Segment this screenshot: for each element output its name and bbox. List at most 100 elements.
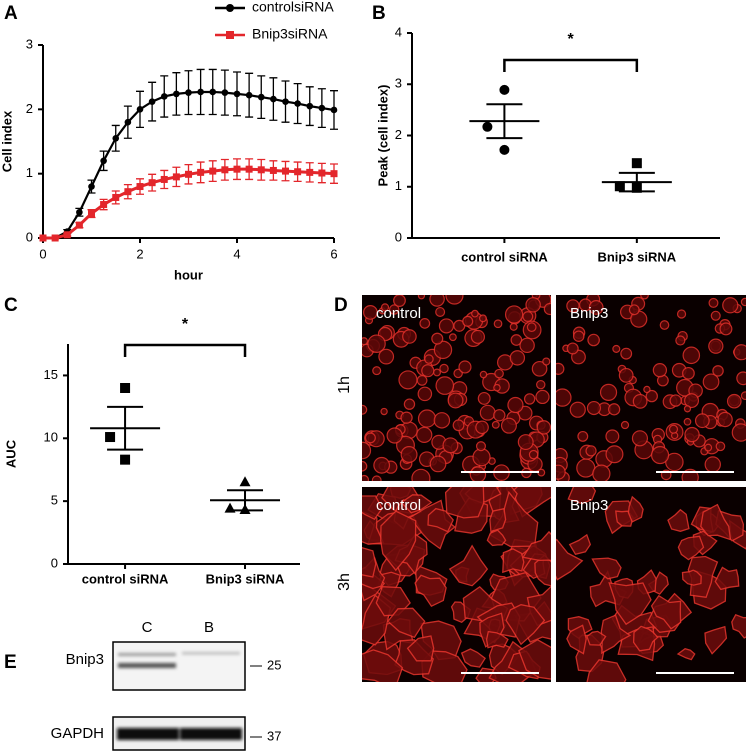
legend-marker: [226, 31, 234, 39]
cell: [586, 630, 607, 646]
cell: [556, 464, 566, 480]
cell: [362, 546, 377, 578]
cell: [367, 334, 386, 353]
cell: [631, 430, 649, 447]
marker: [318, 169, 326, 177]
cell: [643, 385, 651, 394]
cell: [556, 388, 572, 407]
cell: [675, 335, 686, 346]
cell: [587, 333, 600, 347]
band: [180, 728, 242, 740]
y-tick-label: 2: [26, 101, 33, 116]
cell: [535, 389, 550, 405]
band: [182, 652, 240, 655]
marker: [282, 167, 289, 175]
cell: [460, 648, 486, 668]
cell: [433, 368, 441, 377]
cell: [704, 443, 713, 452]
cell: [669, 394, 682, 407]
cell: [684, 426, 700, 443]
cell: [650, 445, 670, 465]
cell: [556, 538, 584, 581]
cell: [505, 604, 546, 646]
cell: [683, 417, 692, 426]
cell: [592, 464, 611, 481]
y-tick-label: 5: [51, 493, 58, 508]
cell: [438, 318, 454, 334]
x-tick-label: 0: [39, 246, 46, 261]
y-tick-label: 0: [51, 555, 58, 570]
cell: [731, 613, 746, 639]
cell: [694, 413, 710, 429]
cell: [640, 295, 649, 300]
y-tick-label: 10: [44, 430, 58, 445]
cell: [429, 295, 445, 307]
cell: [493, 383, 501, 392]
band: [118, 653, 176, 656]
cell: [427, 507, 454, 533]
cell: [486, 529, 507, 547]
marker: [239, 503, 251, 514]
cell: [577, 430, 589, 442]
cell: [632, 625, 659, 652]
y-tick-label: 1: [26, 165, 33, 180]
marker: [257, 93, 265, 101]
band: [117, 728, 179, 740]
row-label: 1h: [336, 376, 353, 394]
legend-marker: [226, 4, 234, 12]
cell: [417, 409, 437, 428]
marker: [282, 98, 289, 105]
lane-label: C: [142, 619, 153, 636]
cell: [569, 401, 586, 418]
cell: [712, 365, 724, 377]
marker: [306, 168, 314, 176]
category-label: Bnip3 siRNA: [206, 571, 285, 586]
y-tick-label: 0: [26, 229, 33, 244]
marker: [173, 90, 180, 98]
cell: [668, 424, 679, 434]
micrograph: control: [362, 295, 551, 481]
x-axis-label: hour: [174, 267, 203, 282]
cell: [387, 607, 426, 639]
cell: [398, 370, 418, 390]
y-tick-label: 4: [395, 24, 402, 39]
marker: [112, 193, 120, 201]
marker: [269, 166, 277, 174]
y-axis-label: AUC: [3, 439, 18, 468]
cell: [632, 393, 648, 409]
cell: [444, 487, 485, 519]
cell: [493, 409, 506, 422]
cell: [518, 639, 551, 680]
cell: [445, 295, 464, 305]
cell: [618, 367, 634, 383]
cell: [362, 404, 368, 415]
significance-bracket: [503, 58, 639, 72]
cell: [388, 304, 400, 315]
cell: [470, 329, 485, 344]
cell: [403, 398, 416, 410]
cell: [373, 456, 391, 474]
cell: [393, 295, 406, 307]
error-bar: [486, 103, 523, 140]
marker: [330, 170, 338, 178]
cell: [416, 375, 428, 386]
marker: [614, 181, 625, 192]
significance-mark: *: [182, 316, 189, 333]
x-tick-label: 6: [330, 246, 337, 261]
marker: [63, 231, 71, 239]
cell: [469, 466, 487, 481]
cell: [684, 393, 700, 409]
marker: [197, 88, 204, 96]
marker: [209, 167, 217, 175]
row-label: 3h: [336, 573, 353, 591]
cell: [645, 389, 658, 403]
cell: [702, 373, 720, 391]
y-tick-label: 0: [395, 229, 402, 244]
cell: [536, 379, 546, 390]
cell: [417, 386, 433, 402]
cell: [522, 530, 551, 562]
cell: [566, 624, 587, 655]
cell: [682, 346, 701, 365]
cell: [704, 456, 721, 473]
marker: [239, 476, 251, 487]
